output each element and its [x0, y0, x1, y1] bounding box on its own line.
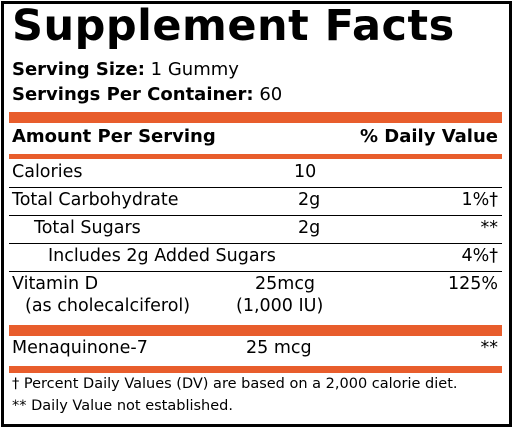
daily-value-header: % Daily Value	[359, 126, 498, 147]
nutrient-dv-menaquinone-7: **	[480, 338, 499, 358]
servings-per-container-value: 60	[259, 84, 283, 105]
nutrient-name-total-carbohydrate: Total Carbohydrate	[12, 190, 179, 210]
nutrient-name-vitamin-d: Vitamin D	[12, 274, 99, 294]
nutrient-dv-added-sugars: 4%†	[461, 246, 498, 266]
nutrient-amount-vitamin-d: 25mcg	[255, 274, 316, 294]
serving-size-value: 1 Gummy	[150, 59, 239, 80]
nutrient-amount-menaquinone-7: 25 mcg	[246, 338, 312, 358]
servings-per-container-label: Servings Per Container:	[12, 84, 254, 105]
nutrient-name-added-sugars: Includes 2g Added Sugars	[48, 246, 276, 266]
servings-per-container: Servings Per Container: 60	[12, 84, 282, 105]
serving-size: Serving Size: 1 Gummy	[12, 59, 239, 80]
row-divider	[9, 243, 502, 244]
serving-size-label: Serving Size:	[12, 59, 145, 80]
nutrient-amount-total-sugars: 2g	[298, 218, 321, 238]
nutrient-amount-total-carbohydrate: 2g	[298, 190, 321, 210]
nutrient-amount-calories: 10	[294, 162, 317, 182]
nutrient-name-menaquinone-7: Menaquinone-7	[12, 338, 148, 358]
label-title: Supplement Facts	[12, 1, 455, 51]
header-bottom-bar	[9, 154, 502, 159]
row-divider	[9, 271, 502, 272]
amount-per-serving-header: Amount Per Serving	[12, 126, 216, 147]
nutrient-subname-vitamin-d: (as cholecalciferol)	[25, 296, 191, 316]
nutrient-amount-sub-vitamin-d: (1,000 IU)	[236, 296, 324, 316]
nutrient-name-calories: Calories	[12, 162, 83, 182]
nutrient-dv-total-carbohydrate: 1%†	[461, 190, 498, 210]
row-divider	[9, 215, 502, 216]
nutrient-name-total-sugars: Total Sugars	[34, 218, 141, 238]
row-divider	[9, 187, 502, 188]
nutrient-dv-vitamin-d: 125%	[447, 274, 498, 294]
footnote-not-established: ** Daily Value not established.	[12, 398, 233, 414]
footnote-dv: † Percent Daily Values (DV) are based on…	[12, 376, 458, 392]
header-divider-bar	[9, 112, 502, 123]
mid-divider-bar	[9, 325, 502, 336]
nutrient-dv-total-sugars: **	[480, 218, 499, 238]
footer-divider-bar	[9, 366, 502, 373]
